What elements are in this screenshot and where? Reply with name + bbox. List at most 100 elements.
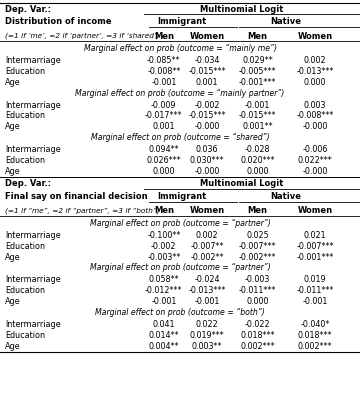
Text: -0.000: -0.000 bbox=[302, 122, 328, 131]
Text: Education: Education bbox=[5, 331, 45, 340]
Text: Marginal effect on prob (outcome = “partner”): Marginal effect on prob (outcome = “part… bbox=[90, 263, 270, 273]
Text: Marginal effect on prob (outcome = “mainly partner”): Marginal effect on prob (outcome = “main… bbox=[75, 89, 285, 98]
Text: -0.001***: -0.001*** bbox=[296, 252, 334, 262]
Text: -0.009: -0.009 bbox=[151, 100, 176, 110]
Text: 0.000: 0.000 bbox=[304, 78, 326, 87]
Text: Marginal effect on prob (outcome = “both”): Marginal effect on prob (outcome = “both… bbox=[95, 308, 265, 317]
Text: -0.001: -0.001 bbox=[151, 297, 176, 306]
Text: 0.026***: 0.026*** bbox=[147, 156, 181, 165]
Text: Dep. Var.:: Dep. Var.: bbox=[5, 179, 51, 189]
Text: 0.002: 0.002 bbox=[196, 231, 218, 240]
Text: -0.015***: -0.015*** bbox=[239, 111, 276, 121]
Text: Marginal effect on prob (outcome = “mainly me”): Marginal effect on prob (outcome = “main… bbox=[84, 44, 276, 53]
Text: Native: Native bbox=[270, 192, 301, 201]
Text: -0.100**: -0.100** bbox=[147, 231, 180, 240]
Text: Immigrant: Immigrant bbox=[157, 17, 206, 26]
Text: 0.019***: 0.019*** bbox=[190, 331, 224, 340]
Text: Education: Education bbox=[5, 286, 45, 295]
Text: Immigrant: Immigrant bbox=[157, 192, 206, 201]
Text: -0.007***: -0.007*** bbox=[239, 241, 276, 251]
Text: -0.028: -0.028 bbox=[245, 145, 270, 154]
Text: -0.002: -0.002 bbox=[194, 100, 220, 110]
Text: -0.007**: -0.007** bbox=[190, 241, 224, 251]
Text: Marginal effect on prob (outcome = “partner”): Marginal effect on prob (outcome = “part… bbox=[90, 219, 270, 228]
Text: 0.029**: 0.029** bbox=[242, 56, 273, 65]
Text: -0.003: -0.003 bbox=[245, 275, 270, 284]
Text: Age: Age bbox=[5, 297, 21, 306]
Text: Dep. Var.:: Dep. Var.: bbox=[5, 5, 51, 14]
Text: Age: Age bbox=[5, 252, 21, 262]
Text: 0.003**: 0.003** bbox=[192, 341, 222, 351]
Text: -0.011***: -0.011*** bbox=[296, 286, 334, 295]
Text: -0.008**: -0.008** bbox=[147, 67, 180, 76]
Text: Education: Education bbox=[5, 111, 45, 121]
Text: 0.021: 0.021 bbox=[304, 231, 326, 240]
Text: Intermarriage: Intermarriage bbox=[5, 231, 61, 240]
Text: 0.030***: 0.030*** bbox=[190, 156, 224, 165]
Text: Intermarriage: Intermarriage bbox=[5, 100, 61, 110]
Text: Intermarriage: Intermarriage bbox=[5, 320, 61, 329]
Text: 0.025: 0.025 bbox=[246, 231, 269, 240]
Text: Men: Men bbox=[247, 206, 267, 215]
Text: 0.001: 0.001 bbox=[196, 78, 218, 87]
Text: 0.018***: 0.018*** bbox=[240, 331, 275, 340]
Text: Education: Education bbox=[5, 156, 45, 165]
Text: 0.094**: 0.094** bbox=[148, 145, 179, 154]
Text: Distribution of income: Distribution of income bbox=[5, 17, 112, 26]
Text: 0.022: 0.022 bbox=[195, 320, 219, 329]
Text: Native: Native bbox=[270, 17, 301, 26]
Text: 0.003: 0.003 bbox=[304, 100, 326, 110]
Text: -0.000: -0.000 bbox=[194, 122, 220, 131]
Text: -0.040*: -0.040* bbox=[300, 320, 330, 329]
Text: -0.024: -0.024 bbox=[194, 275, 220, 284]
Text: 0.022***: 0.022*** bbox=[298, 156, 332, 165]
Text: -0.001: -0.001 bbox=[302, 297, 328, 306]
Text: Multinomial Logit: Multinomial Logit bbox=[199, 5, 283, 14]
Text: Women: Women bbox=[189, 206, 225, 215]
Text: 0.000: 0.000 bbox=[153, 167, 175, 176]
Text: (=1 if ‘me’, =2 if ‘partner’, =3 if ‘shared’): (=1 if ‘me’, =2 if ‘partner’, =3 if ‘sha… bbox=[5, 33, 159, 39]
Text: 0.001: 0.001 bbox=[153, 122, 175, 131]
Text: Men: Men bbox=[154, 32, 174, 41]
Text: -0.022: -0.022 bbox=[244, 320, 270, 329]
Text: Education: Education bbox=[5, 67, 45, 76]
Text: Age: Age bbox=[5, 78, 21, 87]
Text: Age: Age bbox=[5, 341, 21, 351]
Text: -0.006: -0.006 bbox=[302, 145, 328, 154]
Text: -0.003**: -0.003** bbox=[147, 252, 180, 262]
Text: 0.014**: 0.014** bbox=[149, 331, 179, 340]
Text: Age: Age bbox=[5, 167, 21, 176]
Text: -0.001***: -0.001*** bbox=[239, 78, 276, 87]
Text: 0.058**: 0.058** bbox=[148, 275, 179, 284]
Text: 0.019: 0.019 bbox=[304, 275, 326, 284]
Text: Intermarriage: Intermarriage bbox=[5, 145, 61, 154]
Text: Intermarriage: Intermarriage bbox=[5, 275, 61, 284]
Text: -0.005***: -0.005*** bbox=[239, 67, 276, 76]
Text: -0.013***: -0.013*** bbox=[188, 286, 226, 295]
Text: Women: Women bbox=[297, 206, 333, 215]
Text: 0.002: 0.002 bbox=[304, 56, 326, 65]
Text: -0.085**: -0.085** bbox=[147, 56, 181, 65]
Text: 0.041: 0.041 bbox=[153, 320, 175, 329]
Text: 0.004**: 0.004** bbox=[149, 341, 179, 351]
Text: -0.012***: -0.012*** bbox=[145, 286, 183, 295]
Text: -0.002: -0.002 bbox=[151, 241, 176, 251]
Text: -0.001: -0.001 bbox=[151, 78, 176, 87]
Text: -0.007***: -0.007*** bbox=[296, 241, 334, 251]
Text: 0.036: 0.036 bbox=[196, 145, 218, 154]
Text: 0.002***: 0.002*** bbox=[240, 341, 275, 351]
Text: Women: Women bbox=[297, 32, 333, 41]
Text: -0.017***: -0.017*** bbox=[145, 111, 183, 121]
Text: (=1 if “me”, =2 if “partner”, =3 if “both”): (=1 if “me”, =2 if “partner”, =3 if “bot… bbox=[5, 207, 160, 214]
Text: 0.000: 0.000 bbox=[246, 167, 269, 176]
Text: -0.013***: -0.013*** bbox=[296, 67, 334, 76]
Text: Multinomial Logit: Multinomial Logit bbox=[199, 179, 283, 189]
Text: 0.000: 0.000 bbox=[246, 297, 269, 306]
Text: Marginal effect on prob (outcome = “shared”): Marginal effect on prob (outcome = “shar… bbox=[91, 133, 269, 142]
Text: -0.011***: -0.011*** bbox=[239, 286, 276, 295]
Text: 0.001**: 0.001** bbox=[242, 122, 273, 131]
Text: 0.018***: 0.018*** bbox=[298, 331, 332, 340]
Text: -0.008***: -0.008*** bbox=[296, 111, 334, 121]
Text: -0.000: -0.000 bbox=[194, 167, 220, 176]
Text: -0.001: -0.001 bbox=[245, 100, 270, 110]
